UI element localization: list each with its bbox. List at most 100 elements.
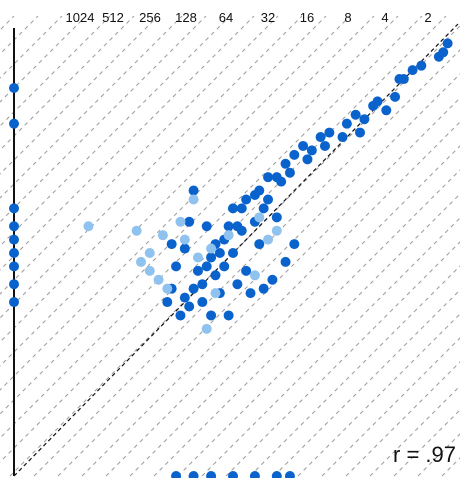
data-point (184, 216, 195, 227)
data-point (206, 471, 217, 478)
ratio-guide-line (0, 15, 327, 343)
data-point (341, 118, 352, 129)
data-point (9, 82, 19, 93)
data-point (166, 239, 177, 250)
data-point (144, 265, 155, 276)
ratio-guide-label: 16 (300, 10, 314, 25)
ratio-guide-line (441, 457, 460, 477)
data-point (9, 261, 19, 272)
data-point (157, 230, 168, 241)
data-point (232, 279, 243, 290)
data-point (271, 212, 282, 223)
data-point (258, 283, 269, 294)
data-point (171, 261, 182, 272)
data-point (131, 225, 142, 236)
data-point (267, 274, 278, 285)
data-point (210, 270, 221, 281)
ratio-guide-line (297, 313, 460, 477)
data-point (136, 256, 147, 267)
data-point (350, 109, 361, 120)
ratio-guide-label: 32 (261, 10, 275, 25)
data-point (192, 252, 203, 263)
data-point (271, 225, 282, 236)
data-point (184, 301, 195, 312)
data-point (306, 145, 317, 156)
data-point (219, 261, 230, 272)
data-point (241, 265, 252, 276)
data-point (153, 274, 164, 285)
data-point (271, 471, 282, 478)
data-point (9, 234, 19, 245)
ratio-guide-line (0, 15, 183, 199)
data-point (188, 471, 199, 478)
data-point (201, 221, 212, 232)
data-point (9, 221, 19, 232)
ratio-guide-label: 1024 (66, 10, 95, 25)
ratio-guide-line (0, 15, 135, 151)
data-point (302, 154, 313, 165)
data-point (210, 288, 221, 299)
ratio-guide-label: 512 (102, 10, 124, 25)
ratio-guide-line (0, 15, 231, 247)
ratio-guide-line (0, 15, 39, 55)
data-point (249, 471, 260, 478)
data-point (228, 203, 238, 214)
ratio-guide-label: 4 (381, 10, 388, 25)
data-point (197, 279, 208, 290)
data-point (254, 212, 265, 223)
data-point (201, 261, 212, 272)
data-point (390, 91, 401, 102)
data-point (9, 118, 19, 129)
data-point (381, 105, 392, 116)
ratio-guide-line (393, 409, 460, 477)
ratio-guide-label: 8 (344, 10, 351, 25)
ratio-guide-label: 2 (424, 10, 431, 25)
data-point (206, 243, 217, 254)
data-point (201, 323, 212, 334)
data-point (9, 248, 19, 258)
data-point (263, 172, 274, 183)
data-point (368, 100, 379, 111)
data-point (9, 279, 19, 290)
data-point (83, 221, 94, 232)
data-point (249, 270, 260, 281)
data-point (324, 127, 335, 138)
ratio-guide-labels: 1024 512 256 128 64 32 16 8 4 2 (66, 10, 432, 25)
data-point (188, 194, 199, 205)
data-point (337, 132, 348, 143)
data-point (284, 167, 295, 178)
data-point (263, 194, 274, 205)
data-point (394, 74, 405, 85)
data-point (188, 185, 199, 196)
data-point (249, 190, 260, 201)
ratio-guide-line (9, 25, 460, 477)
data-point (171, 471, 182, 478)
data-point (315, 132, 326, 143)
data-point (228, 248, 238, 258)
ratio-guide-lines (0, 15, 460, 477)
data-point (144, 248, 155, 258)
data-point (319, 140, 330, 151)
data-point (263, 234, 274, 245)
data-point (179, 243, 190, 254)
data-point (197, 297, 208, 308)
data-point (236, 203, 247, 214)
ratio-guide-line (345, 361, 460, 477)
data-point (241, 194, 252, 205)
ratio-guide-line (105, 121, 460, 477)
data-point (254, 239, 265, 250)
data-point (179, 234, 190, 245)
data-point (9, 297, 19, 308)
data-point (223, 230, 234, 241)
data-point (9, 203, 19, 214)
data-point (228, 471, 238, 478)
data-point (289, 149, 300, 160)
data-point (271, 172, 282, 183)
data-point (162, 283, 173, 294)
data-point (289, 239, 300, 250)
ratio-guide-label: 128 (175, 10, 197, 25)
data-point (206, 252, 217, 263)
data-point (188, 283, 199, 294)
data-point (236, 225, 247, 236)
